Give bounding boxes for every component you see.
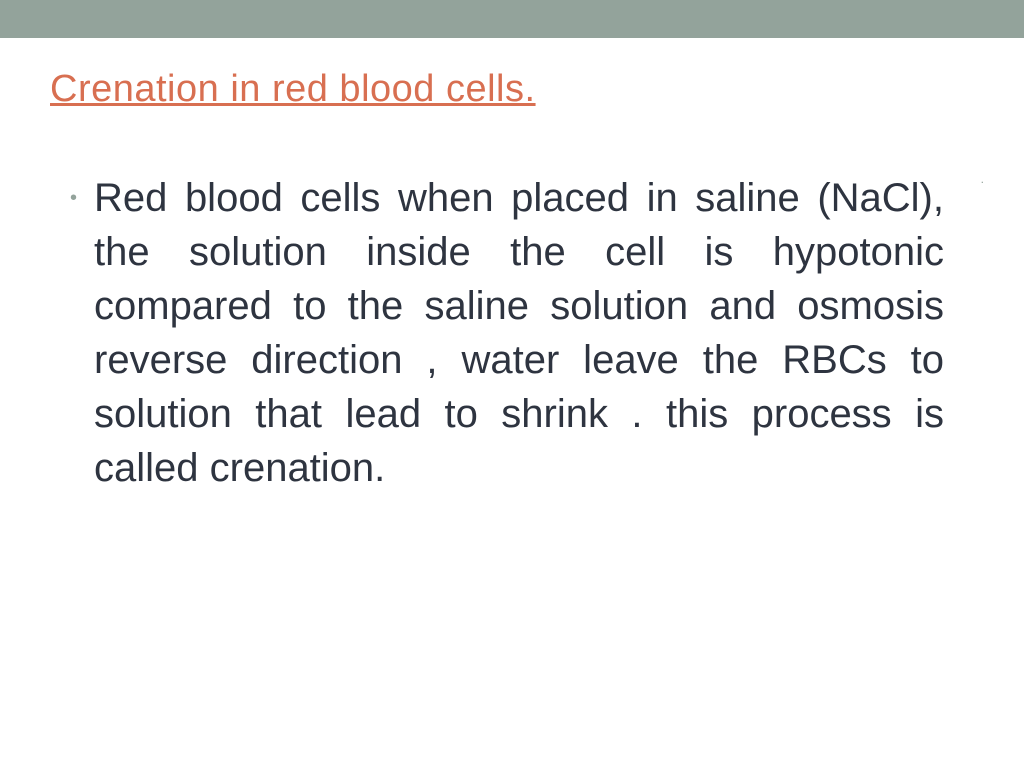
body-text-content: Red blood cells when placed in saline (N… bbox=[94, 176, 944, 490]
body-wrap: • Red blood cells when placed in saline … bbox=[50, 171, 974, 495]
bullet-icon: • bbox=[70, 185, 77, 212]
slide-content: Crenation in red blood cells. . • Red bl… bbox=[0, 38, 1024, 495]
upper-bullet-wrap: . bbox=[981, 170, 984, 188]
upper-bullet: . bbox=[981, 172, 984, 186]
top-accent-bar bbox=[0, 0, 1024, 38]
slide-title: Crenation in red blood cells. bbox=[50, 68, 974, 111]
body-paragraph: • Red blood cells when placed in saline … bbox=[80, 171, 944, 495]
